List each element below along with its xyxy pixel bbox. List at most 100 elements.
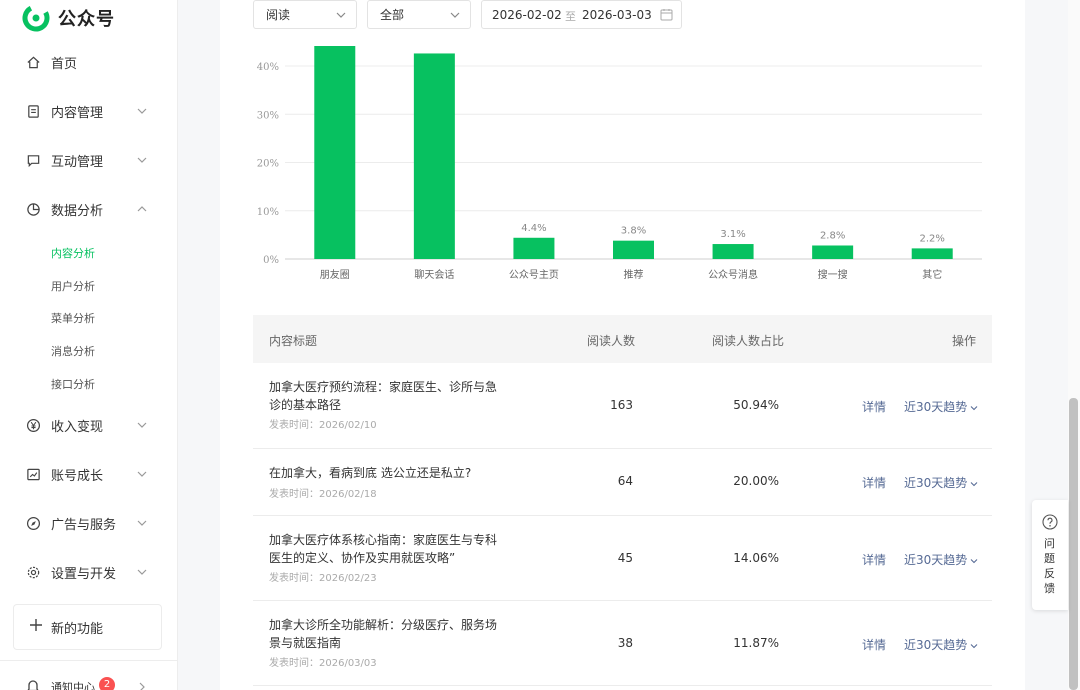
feedback-button[interactable]: 问题反馈 bbox=[1032, 500, 1068, 610]
bar bbox=[712, 244, 754, 259]
sidebar-subitem-menu-analysis[interactable]: 菜单分析 bbox=[51, 312, 95, 325]
sidebar-item-home[interactable]: 首页 bbox=[0, 44, 178, 80]
table-row: 加拿大医疗体系核心指南：家庭医生与专科医生的定义、协作及实用就医攻略” 发表时间… bbox=[253, 516, 992, 601]
chevron-down-icon bbox=[970, 481, 978, 486]
sidebar-item-settings[interactable]: 设置与开发 bbox=[0, 554, 178, 590]
trend-dropdown[interactable]: 近30天趋势 bbox=[904, 474, 978, 491]
table-header: 内容标题 阅读人数 阅读人数占比 操作 bbox=[253, 315, 992, 363]
trend-dropdown[interactable]: 近30天趋势 bbox=[904, 398, 978, 415]
chevron-down-icon bbox=[450, 12, 460, 18]
header-title: 内容标题 bbox=[269, 334, 318, 348]
metric-select[interactable]: 阅读 bbox=[253, 0, 357, 29]
sidebar-item-content[interactable]: 内容管理 bbox=[0, 93, 178, 129]
row-title: 在加拿大，看病到底 选公立还是私立? bbox=[269, 466, 472, 480]
scope-select[interactable]: 全部 bbox=[367, 0, 471, 29]
trend-dropdown[interactable]: 近30天趋势 bbox=[904, 636, 978, 653]
x-tick-label: 公众号消息 bbox=[708, 268, 758, 281]
sidebar-subitem-api-analysis[interactable]: 接口分析 bbox=[51, 378, 95, 391]
plus-icon bbox=[30, 619, 42, 631]
row-ratio: 20.00% bbox=[733, 474, 779, 488]
date-separator: 至 bbox=[565, 10, 576, 23]
data-label: 3.8% bbox=[621, 226, 646, 237]
scrollbar-thumb[interactable] bbox=[1069, 398, 1078, 690]
detail-link[interactable]: 详情 bbox=[862, 638, 887, 652]
data-label: 2.8% bbox=[820, 230, 845, 241]
sidebar-subitem-content-analysis[interactable]: 内容分析 bbox=[51, 247, 95, 260]
sidebar-item-monetization[interactable]: 收入变现 bbox=[0, 407, 178, 443]
trend-dropdown[interactable]: 近30天趋势 bbox=[904, 551, 978, 568]
chevron-down-icon bbox=[137, 108, 147, 114]
data-label: 4.4% bbox=[521, 223, 546, 234]
content-table: 内容标题 阅读人数 阅读人数占比 操作 加拿大医疗预约流程：家庭医生、诊所与急诊… bbox=[253, 315, 992, 686]
row-title: 加拿大医疗预约流程：家庭医生、诊所与急诊的基本路径 bbox=[269, 380, 498, 412]
chevron-right-icon bbox=[139, 682, 145, 690]
sidebar-item-label: 收入变现 bbox=[51, 419, 104, 435]
row-title: 加拿大诊所全功能解析：分级医疗、服务场景与就医指南 bbox=[269, 618, 498, 650]
y-tick-label: 40% bbox=[257, 62, 279, 73]
source-bar-chart: 0% 10% 20% 30% 40% 朋友圈 聊天会话 公众号主页 4.4% 推荐 3.8% 公众号消… bbox=[257, 46, 982, 281]
chevron-down-icon bbox=[137, 569, 147, 575]
table-row: 加拿大医疗预约流程：家庭医生、诊所与急诊的基本路径 发表时间：2026/02/1… bbox=[253, 363, 992, 449]
sidebar-subitem-message-analysis[interactable]: 消息分析 bbox=[51, 345, 95, 358]
trend-label: 近30天趋势 bbox=[904, 476, 968, 490]
calendar-icon bbox=[660, 9, 673, 21]
sidebar-item-interaction[interactable]: 互动管理 bbox=[0, 142, 178, 178]
chevron-down-icon bbox=[137, 422, 147, 428]
notification-badge: 2 bbox=[99, 677, 115, 690]
detail-link[interactable]: 详情 bbox=[862, 553, 887, 567]
row-title: 加拿大医疗体系核心指南：家庭医生与专科医生的定义、协作及实用就医攻略” bbox=[269, 533, 498, 565]
header-readers: 阅读人数 bbox=[587, 334, 636, 348]
date-end-input[interactable]: 2026-03-03 bbox=[582, 8, 652, 22]
growth-icon bbox=[27, 468, 40, 481]
chevron-down-icon bbox=[137, 157, 147, 163]
x-tick-label: 公众号主页 bbox=[509, 269, 559, 281]
table-row: 加拿大诊所全功能解析：分级医疗、服务场景与就医指南 发表时间：2026/03/0… bbox=[253, 601, 992, 686]
date-start-input[interactable]: 2026-02-02 bbox=[492, 8, 562, 22]
document-icon bbox=[28, 105, 39, 118]
chevron-down-icon bbox=[137, 520, 147, 526]
chevron-down-icon bbox=[970, 558, 978, 563]
compass-icon bbox=[26, 516, 41, 531]
detail-link[interactable]: 详情 bbox=[862, 476, 887, 490]
sidebar-subitem-user-analysis[interactable]: 用户分析 bbox=[51, 280, 95, 293]
sidebar-item-label: 账号成长 bbox=[51, 468, 104, 484]
bar bbox=[812, 245, 854, 259]
notification-center[interactable]: 通知中心 2 bbox=[0, 674, 178, 690]
bar bbox=[613, 240, 654, 259]
date-range-picker[interactable]: 2026-02-02 至 2026-03-03 bbox=[481, 0, 682, 29]
sidebar-item-ads[interactable]: 广告与服务 bbox=[0, 505, 178, 541]
detail-link[interactable]: 详情 bbox=[862, 400, 887, 414]
y-tick-label: 30% bbox=[257, 110, 279, 121]
x-tick-label: 聊天会话 bbox=[414, 268, 454, 281]
sidebar-divider bbox=[0, 660, 178, 661]
row-publish-time: 发表时间：2026/02/23 bbox=[269, 573, 377, 584]
home-icon bbox=[27, 56, 40, 69]
new-feature-button[interactable]: 新的功能 bbox=[13, 604, 162, 650]
y-tick-label: 0% bbox=[263, 255, 279, 266]
sidebar-item-label: 设置与开发 bbox=[51, 566, 117, 582]
sidebar: 公众号 首页 内容管理 互动管理 数据分析 内容分析 用户分析 菜单分析 消息分… bbox=[0, 0, 178, 690]
chart-pie-icon bbox=[27, 203, 40, 216]
bar bbox=[911, 248, 953, 259]
x-tick-label: 搜一搜 bbox=[818, 268, 848, 281]
sidebar-item-growth[interactable]: 账号成长 bbox=[0, 456, 178, 492]
yen-icon bbox=[26, 418, 41, 433]
row-publish-time: 发表时间：2026/02/18 bbox=[269, 489, 377, 500]
sidebar-item-analytics[interactable]: 数据分析 bbox=[0, 191, 178, 227]
sidebar-item-label: 数据分析 bbox=[51, 203, 104, 219]
chevron-down-icon bbox=[970, 643, 978, 648]
bar bbox=[413, 53, 455, 259]
new-feature-label: 新的功能 bbox=[51, 621, 104, 637]
chevron-down-icon bbox=[137, 471, 147, 477]
row-readers: 163 bbox=[610, 398, 633, 412]
x-tick-label: 推荐 bbox=[624, 268, 644, 281]
main-content: 阅读 全部 2026-02-02 至 2026-03-03 0% 10% 20% 30… bbox=[220, 0, 1025, 690]
metric-select-value: 阅读 bbox=[266, 8, 291, 22]
logo[interactable]: 公众号 bbox=[22, 3, 115, 33]
logo-icon bbox=[22, 4, 50, 32]
chevron-down-icon bbox=[970, 405, 978, 410]
row-readers: 45 bbox=[617, 551, 633, 565]
header-action: 操作 bbox=[952, 334, 977, 348]
bar bbox=[314, 46, 356, 259]
